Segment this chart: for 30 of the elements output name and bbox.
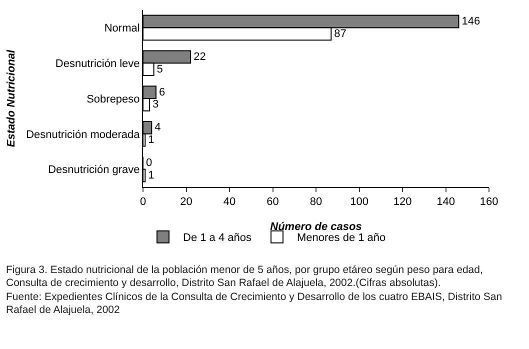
y-tick-label: Normal	[104, 22, 140, 35]
x-tick-label: 100	[350, 196, 368, 208]
y-tick-label: Desnutrición leve	[55, 58, 140, 70]
x-tick-label: 140	[436, 196, 455, 208]
y-tick-label: Sobrepeso	[86, 93, 140, 106]
text: Figura 3. Estado nutricional de la población menor de 5 años, por grupo etáreo según peso para edad, Consulta de crecimiento y desarrollo, Distrito San Rafael de Alajuela, 2002.(Cifras absolutas).	[6, 264, 484, 290]
y-tick-label: Desnutrición moderada	[26, 128, 141, 141]
x-tick-label: 120	[393, 196, 412, 208]
data-label: 1	[148, 134, 154, 146]
data-label: 146	[462, 16, 480, 28]
data-label: 3	[152, 98, 159, 111]
legend-label: Menores de 1 año	[296, 232, 386, 244]
data-label: 0	[146, 157, 152, 170]
y-tick-label: Desnutrición grave	[48, 164, 140, 176]
data-label: 87	[334, 28, 346, 40]
x-tick-label: 160	[480, 196, 498, 208]
x-tick-label: 0	[140, 196, 146, 208]
y-axis-title: Estado Nutricional	[6, 48, 18, 148]
legend-label: De 1 a 4 años	[183, 232, 252, 244]
data-label: 1	[148, 169, 154, 182]
data-label: 6	[158, 86, 166, 98]
x-tick-label: 60	[266, 196, 279, 208]
data-label: 5	[156, 63, 163, 76]
x-tick-label: 80	[310, 196, 322, 208]
x-axis-title: Número de casos	[270, 221, 362, 233]
x-tick-label: 40	[223, 196, 236, 208]
data-label: 22	[194, 50, 206, 63]
data-label: 4	[154, 122, 161, 134]
x-tick-label: 20	[180, 196, 192, 208]
source-note: Fuente: Expedientes Clínicos de la Consulta de Crecimiento y Desarrollo de los cuatro EBAIS, Distrito San Rafael de Alajuela, 2002	[6, 291, 504, 317]
